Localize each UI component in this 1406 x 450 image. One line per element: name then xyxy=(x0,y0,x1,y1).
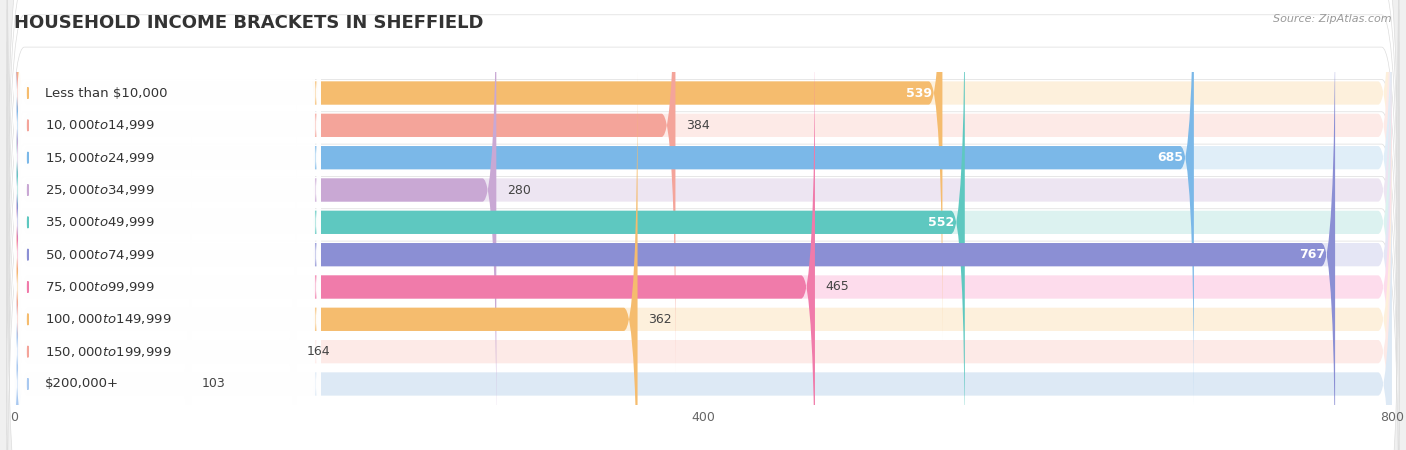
FancyBboxPatch shape xyxy=(13,102,321,450)
FancyBboxPatch shape xyxy=(13,0,321,450)
FancyBboxPatch shape xyxy=(7,171,1399,450)
FancyBboxPatch shape xyxy=(13,5,321,450)
FancyBboxPatch shape xyxy=(14,0,1194,405)
FancyBboxPatch shape xyxy=(7,0,1399,338)
FancyBboxPatch shape xyxy=(14,137,191,450)
Text: 685: 685 xyxy=(1157,151,1184,164)
Text: 103: 103 xyxy=(202,378,225,391)
FancyBboxPatch shape xyxy=(14,40,815,450)
Text: 164: 164 xyxy=(307,345,330,358)
Text: $50,000 to $74,999: $50,000 to $74,999 xyxy=(45,248,155,261)
Text: 539: 539 xyxy=(905,86,932,99)
Text: $25,000 to $34,999: $25,000 to $34,999 xyxy=(45,183,155,197)
FancyBboxPatch shape xyxy=(14,72,1392,450)
FancyBboxPatch shape xyxy=(14,105,1392,450)
FancyBboxPatch shape xyxy=(13,0,321,343)
FancyBboxPatch shape xyxy=(14,0,1392,340)
FancyBboxPatch shape xyxy=(14,8,1336,450)
FancyBboxPatch shape xyxy=(14,0,965,450)
FancyBboxPatch shape xyxy=(7,9,1399,370)
FancyBboxPatch shape xyxy=(14,0,1392,405)
FancyBboxPatch shape xyxy=(14,8,1392,450)
FancyBboxPatch shape xyxy=(14,72,637,450)
FancyBboxPatch shape xyxy=(7,0,1399,274)
FancyBboxPatch shape xyxy=(7,0,1399,306)
FancyBboxPatch shape xyxy=(14,0,942,340)
Text: 552: 552 xyxy=(928,216,955,229)
FancyBboxPatch shape xyxy=(14,40,1392,450)
Text: 362: 362 xyxy=(648,313,672,326)
FancyBboxPatch shape xyxy=(7,107,1399,450)
Text: $75,000 to $99,999: $75,000 to $99,999 xyxy=(45,280,155,294)
FancyBboxPatch shape xyxy=(14,137,1392,450)
FancyBboxPatch shape xyxy=(7,42,1399,403)
FancyBboxPatch shape xyxy=(14,0,1392,372)
FancyBboxPatch shape xyxy=(7,203,1399,450)
Text: 280: 280 xyxy=(506,184,530,197)
FancyBboxPatch shape xyxy=(14,0,1392,450)
Text: $35,000 to $49,999: $35,000 to $49,999 xyxy=(45,216,155,230)
Text: 384: 384 xyxy=(686,119,710,132)
Text: $100,000 to $149,999: $100,000 to $149,999 xyxy=(45,312,172,326)
Text: $200,000+: $200,000+ xyxy=(45,378,120,391)
Text: 465: 465 xyxy=(825,280,849,293)
FancyBboxPatch shape xyxy=(13,0,321,375)
Text: $10,000 to $14,999: $10,000 to $14,999 xyxy=(45,118,155,132)
FancyBboxPatch shape xyxy=(14,0,1392,437)
Text: 767: 767 xyxy=(1299,248,1324,261)
FancyBboxPatch shape xyxy=(13,134,321,450)
Text: $15,000 to $24,999: $15,000 to $24,999 xyxy=(45,151,155,165)
FancyBboxPatch shape xyxy=(14,0,675,372)
Text: Less than $10,000: Less than $10,000 xyxy=(45,86,167,99)
FancyBboxPatch shape xyxy=(13,0,321,440)
FancyBboxPatch shape xyxy=(7,139,1399,450)
FancyBboxPatch shape xyxy=(13,69,321,450)
FancyBboxPatch shape xyxy=(14,105,297,450)
FancyBboxPatch shape xyxy=(14,0,496,437)
FancyBboxPatch shape xyxy=(7,74,1399,435)
FancyBboxPatch shape xyxy=(13,0,321,408)
Text: HOUSEHOLD INCOME BRACKETS IN SHEFFIELD: HOUSEHOLD INCOME BRACKETS IN SHEFFIELD xyxy=(14,14,484,32)
FancyBboxPatch shape xyxy=(13,37,321,450)
Text: $150,000 to $199,999: $150,000 to $199,999 xyxy=(45,345,172,359)
Text: Source: ZipAtlas.com: Source: ZipAtlas.com xyxy=(1274,14,1392,23)
